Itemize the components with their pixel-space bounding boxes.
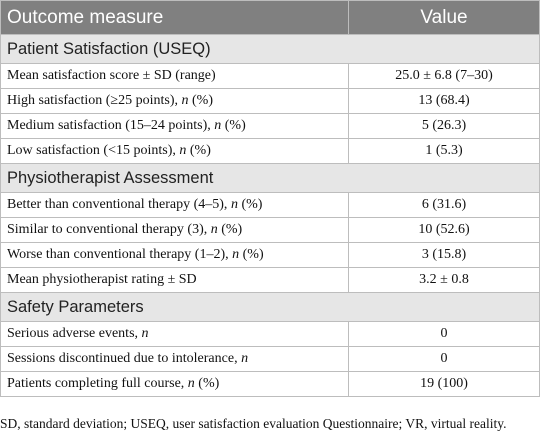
- label-part: Sessions discontinued due to intolerance…: [7, 351, 242, 366]
- row-value: 3.2 ± 0.8: [348, 267, 540, 293]
- row-label: Worse than conventional therapy (1–2), n…: [0, 242, 349, 268]
- row-value: 1 (5.3): [348, 138, 540, 164]
- row-value: 0: [348, 321, 540, 347]
- label-part: n: [179, 143, 187, 158]
- data-row: Patients completing full course, n (%) 19…: [0, 371, 540, 397]
- label-part: Mean physiotherapist rating ± SD: [7, 272, 197, 287]
- row-label: Mean satisfaction score ± SD (range): [0, 63, 349, 89]
- data-row: Mean physiotherapist rating ± SD 3.2 ± 0.…: [0, 267, 540, 293]
- label-part: (%): [237, 197, 263, 212]
- column-header: Value: [348, 0, 540, 35]
- section-row: Safety Parameters: [0, 292, 540, 322]
- label-part: Serious adverse events,: [7, 326, 142, 341]
- table-body: Outcome measure Value Patient Satisfacti…: [0, 0, 540, 397]
- data-row: Medium satisfaction (15–24 points), n (%…: [0, 113, 540, 139]
- row-value: 0: [348, 346, 540, 372]
- row-label: Patients completing full course, n (%): [0, 371, 349, 397]
- row-value: 6 (31.6): [348, 192, 540, 218]
- row-label: Better than conventional therapy (4–5), …: [0, 192, 349, 218]
- label-part: Medium satisfaction (15–24 points),: [7, 118, 215, 133]
- data-row: Worse than conventional therapy (1–2), n…: [0, 242, 540, 268]
- row-value: 10 (52.6): [348, 217, 540, 243]
- data-row: Better than conventional therapy (4–5), …: [0, 192, 540, 218]
- label-part: Patients completing full course,: [7, 376, 188, 391]
- header-row: Outcome measure Value: [0, 0, 540, 35]
- row-label: Sessions discontinued due to intolerance…: [0, 346, 349, 372]
- section-row: Patient Satisfaction (USEQ): [0, 34, 540, 64]
- label-part: n: [214, 118, 222, 133]
- section-title: Patient Satisfaction (USEQ): [0, 34, 540, 64]
- data-row: High satisfaction (≥25 points), n (%) 13 …: [0, 88, 540, 114]
- row-label: Medium satisfaction (15–24 points), n (%…: [0, 113, 349, 139]
- label-part: n: [230, 197, 238, 212]
- label-part: (%): [239, 247, 264, 262]
- data-row: Low satisfaction (<15 points), n (%) 1 (5…: [0, 138, 540, 164]
- row-value: 3 (15.8): [348, 242, 540, 268]
- row-value: 25.0 ± 6.8 (7–30): [348, 63, 540, 89]
- label-part: Worse than conventional therapy (1–2),: [7, 247, 233, 262]
- row-value: 19 (100): [348, 371, 540, 397]
- row-label: Mean physiotherapist rating ± SD: [0, 267, 349, 293]
- label-part: n: [232, 247, 240, 262]
- column-header: Outcome measure: [0, 0, 349, 35]
- row-value: 5 (26.3): [348, 113, 540, 139]
- data-row: Similar to conventional therapy (3), n (…: [0, 217, 540, 243]
- label-part: n: [141, 326, 149, 341]
- label-part: High satisfaction (≥25 points),: [7, 93, 182, 108]
- row-value: 13 (68.4): [348, 88, 540, 114]
- label-part: (%): [217, 222, 243, 237]
- row-label: High satisfaction (≥25 points), n (%): [0, 88, 349, 114]
- label-part: (%): [186, 143, 211, 158]
- row-label: Low satisfaction (<15 points), n (%): [0, 138, 349, 164]
- section-title: Safety Parameters: [0, 292, 540, 322]
- data-row: Mean satisfaction score ± SD (range) 25.0…: [0, 63, 540, 89]
- label-part: n: [241, 351, 249, 366]
- label-part: (%): [194, 376, 220, 391]
- label-part: Mean satisfaction score ± SD (range): [7, 68, 216, 83]
- section-title: Physiotherapist Assessment: [0, 163, 540, 193]
- data-row: Sessions discontinued due to intolerance…: [0, 346, 540, 372]
- label-part: n: [210, 222, 218, 237]
- label-part: Better than conventional therapy (4–5),: [7, 197, 231, 212]
- label-part: Low satisfaction (<15 points),: [7, 143, 180, 158]
- label-part: Similar to conventional therapy (3),: [7, 222, 211, 237]
- row-label: Similar to conventional therapy (3), n (…: [0, 217, 349, 243]
- label-part: n: [187, 376, 195, 391]
- section-row: Physiotherapist Assessment: [0, 163, 540, 193]
- table: Outcome measure Value Patient Satisfacti…: [0, 0, 540, 397]
- row-label: Serious adverse events, n: [0, 321, 349, 347]
- label-part: (%): [221, 118, 246, 133]
- label-part: (%): [188, 93, 213, 108]
- label-part: n: [181, 93, 189, 108]
- footnote: SD, standard deviation; USEQ, user satis…: [0, 416, 507, 431]
